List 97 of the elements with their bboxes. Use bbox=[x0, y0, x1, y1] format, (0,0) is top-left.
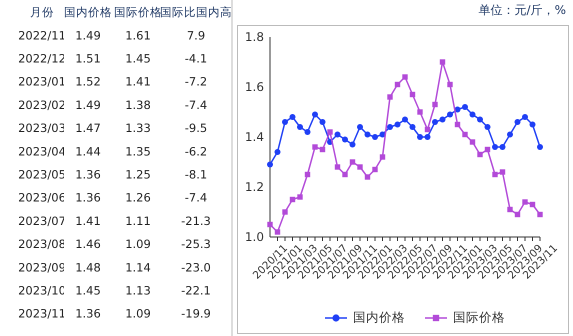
y-tick-label: 1.6 bbox=[244, 80, 264, 94]
data-label: 1.36 bbox=[75, 168, 101, 182]
y-tick-label: 2023/11 bbox=[18, 306, 66, 321]
point bbox=[470, 112, 476, 118]
point bbox=[432, 119, 438, 125]
x-tick-label: 国际价格 bbox=[114, 5, 162, 20]
point bbox=[372, 134, 378, 140]
y-tick-label: 2023/06 bbox=[18, 190, 66, 205]
y-tick-label: 2023/07 bbox=[18, 214, 66, 228]
data-label: -7.4 bbox=[184, 190, 208, 205]
point bbox=[410, 124, 416, 130]
y-axis-title: 月份 bbox=[30, 5, 54, 20]
data-label: -7.2 bbox=[184, 74, 208, 89]
data-label: 1.49 bbox=[75, 28, 101, 42]
x-tick-label: 国际比国内高 bbox=[160, 5, 232, 20]
legend-label: 国内价格 bbox=[353, 309, 405, 324]
y-tick-label: 2023/08 bbox=[18, 237, 66, 252]
point bbox=[440, 116, 446, 122]
data-label: 1.35 bbox=[125, 144, 151, 158]
data-label: -8.1 bbox=[184, 168, 208, 182]
data-label: 7.9 bbox=[186, 28, 206, 42]
data-label: 1.36 bbox=[75, 306, 101, 321]
point bbox=[342, 136, 348, 142]
data-label: 1.51 bbox=[75, 52, 101, 66]
data-label: 1.52 bbox=[75, 74, 101, 89]
point bbox=[297, 124, 303, 130]
y-tick-label: 1.2 bbox=[244, 180, 264, 194]
data-label: 1.44 bbox=[75, 144, 101, 158]
point bbox=[417, 134, 423, 140]
data-label: 1.14 bbox=[125, 260, 151, 274]
data-label: 1.33 bbox=[125, 121, 151, 136]
data-label: 1.38 bbox=[125, 98, 151, 112]
data-label: -4.1 bbox=[184, 52, 208, 66]
point bbox=[402, 116, 408, 122]
point bbox=[350, 142, 356, 148]
point bbox=[514, 119, 520, 125]
point bbox=[537, 144, 543, 150]
x-tick-label: 国内价格 bbox=[64, 5, 112, 20]
y-tick-label: 2022/12 bbox=[18, 52, 66, 66]
data-label: 1.45 bbox=[125, 52, 151, 66]
data-label: -22.1 bbox=[181, 284, 211, 298]
data-label: -21.3 bbox=[181, 214, 211, 228]
y-tick-label: 2023/03 bbox=[18, 121, 66, 136]
data-label: 1.09 bbox=[125, 237, 151, 252]
y-tick-label: 2022/11 bbox=[18, 28, 66, 42]
data-label: -7.4 bbox=[184, 98, 208, 112]
data-label: 1.49 bbox=[75, 98, 101, 112]
y-tick-label: 2023/05 bbox=[18, 168, 66, 182]
y-tick-label: 2023/04 bbox=[18, 144, 66, 158]
data-label: 1.48 bbox=[75, 260, 101, 274]
data-label: 1.26 bbox=[125, 190, 151, 205]
data-label: 1.11 bbox=[125, 214, 151, 228]
data-label: 1.41 bbox=[125, 74, 151, 89]
data-label: 1.41 bbox=[75, 214, 101, 228]
y-tick-label: 1.4 bbox=[244, 130, 264, 144]
y-tick-label: 2023/10 bbox=[18, 284, 66, 298]
data-label: 1.45 bbox=[75, 284, 101, 298]
data-label: -6.2 bbox=[184, 144, 208, 158]
y-tick-label: 1.8 bbox=[244, 30, 264, 44]
data-label: 1.09 bbox=[125, 306, 151, 321]
point bbox=[447, 112, 453, 118]
point bbox=[282, 119, 288, 125]
point bbox=[492, 144, 498, 150]
legend-label: 国际价格 bbox=[453, 309, 505, 324]
data-label: 1.47 bbox=[75, 121, 101, 136]
text: 单位：元/斤，% bbox=[478, 3, 566, 17]
point bbox=[500, 144, 506, 150]
point bbox=[394, 122, 400, 128]
data-label: 1.36 bbox=[75, 190, 101, 205]
point bbox=[357, 124, 363, 130]
point bbox=[364, 132, 370, 138]
point bbox=[530, 122, 536, 128]
point bbox=[462, 104, 468, 110]
point bbox=[274, 149, 280, 155]
data-label: -23.0 bbox=[181, 260, 211, 274]
point bbox=[387, 124, 393, 130]
data-label: 1.13 bbox=[125, 284, 151, 298]
point bbox=[267, 162, 273, 168]
data-label: 1.25 bbox=[125, 168, 151, 182]
point bbox=[304, 129, 310, 135]
point bbox=[290, 114, 296, 120]
point bbox=[507, 132, 513, 138]
point bbox=[424, 134, 430, 140]
point bbox=[320, 119, 326, 125]
y-tick-label: 2023/02 bbox=[18, 98, 66, 112]
y-tick-label: 1.0 bbox=[244, 230, 264, 244]
y-tick-label: 2023/01 bbox=[18, 74, 66, 89]
point bbox=[477, 116, 483, 122]
data-label: -19.9 bbox=[181, 306, 211, 321]
point bbox=[484, 124, 490, 130]
data-label: -9.5 bbox=[184, 121, 208, 136]
data-label: 1.61 bbox=[125, 28, 151, 42]
data-label: 1.46 bbox=[75, 237, 101, 252]
point bbox=[334, 132, 340, 138]
data-label: -25.3 bbox=[181, 237, 211, 252]
point bbox=[312, 112, 318, 118]
point bbox=[522, 114, 528, 120]
